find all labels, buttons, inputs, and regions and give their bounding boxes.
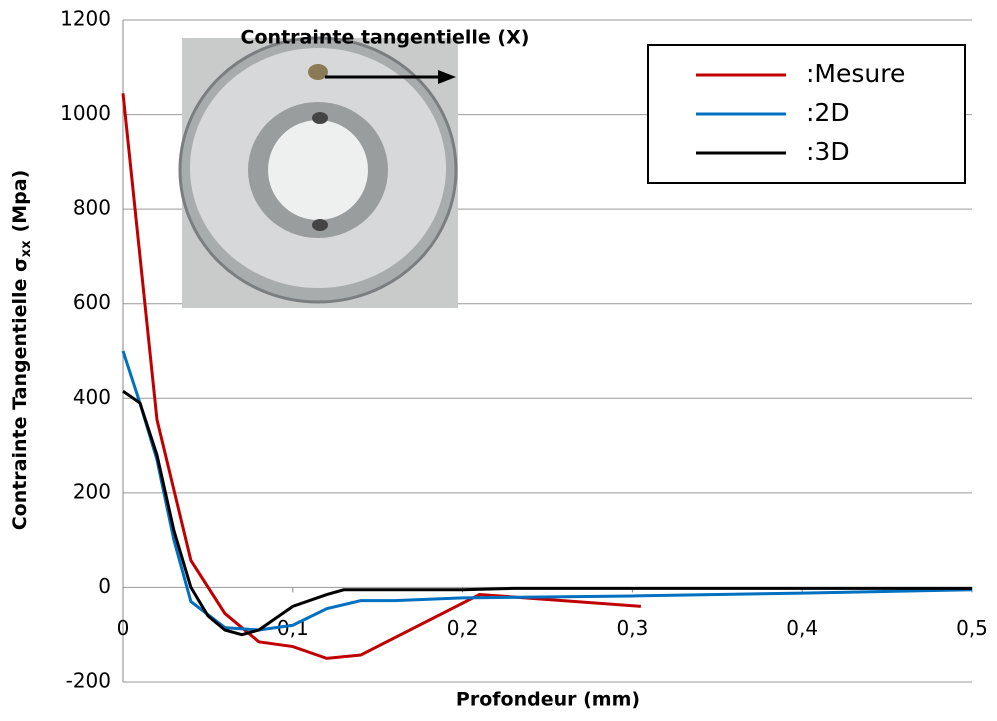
y-tick-label: 1000 bbox=[60, 101, 111, 125]
legend-label: :Mesure bbox=[806, 59, 905, 88]
y-tick-label: 400 bbox=[73, 385, 111, 409]
y-axis-label-text: Contrainte Tangentielle σ bbox=[9, 257, 31, 530]
series-line bbox=[122, 389, 972, 637]
x-tick-label: 0,4 bbox=[786, 616, 818, 640]
legend-label: :3D bbox=[806, 137, 850, 166]
y-tick-label: 0 bbox=[98, 574, 111, 598]
disk-screw bbox=[312, 112, 328, 124]
y-tick-label: -200 bbox=[66, 669, 111, 693]
measure-spot bbox=[308, 64, 328, 80]
disk-hole bbox=[268, 120, 368, 220]
y-tick-label: 600 bbox=[73, 290, 111, 314]
disk-screw bbox=[312, 219, 328, 231]
x-tick-label: 0 bbox=[117, 616, 130, 640]
annotation: Contrainte tangentielle (X) bbox=[241, 27, 530, 49]
y-axis-label-unit: (Mpa) bbox=[9, 170, 31, 233]
y-axis-label-subscript: xx bbox=[19, 240, 34, 257]
y-axis-label: Contrainte Tangentielle σxx (Mpa) bbox=[9, 170, 34, 531]
x-axis-label: Profondeur (mm) bbox=[456, 689, 640, 711]
photo bbox=[178, 36, 458, 308]
x-tick-label: 0,5 bbox=[956, 616, 988, 640]
legend-label: :2D bbox=[806, 98, 850, 127]
y-tick-label: 1200 bbox=[60, 7, 111, 31]
arrow-head bbox=[438, 70, 456, 84]
y-tick-label: 800 bbox=[73, 196, 111, 220]
x-tick-label: 0,2 bbox=[447, 616, 479, 640]
y-tick-label: 200 bbox=[73, 479, 111, 503]
series-line bbox=[121, 93, 641, 660]
x-tick-label: 0,3 bbox=[616, 616, 648, 640]
